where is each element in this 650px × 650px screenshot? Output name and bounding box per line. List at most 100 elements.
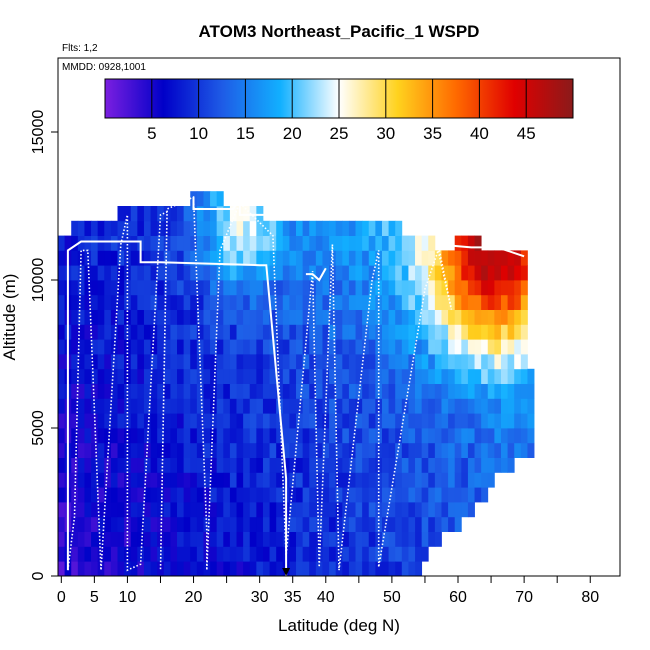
- heatmap-cell: [130, 442, 138, 458]
- heatmap-cell: [183, 502, 191, 518]
- heatmap-cell: [210, 368, 218, 384]
- heatmap-cell: [362, 398, 370, 414]
- heatmap-cell: [381, 250, 389, 266]
- heatmap-cell: [262, 472, 270, 488]
- heatmap-cell: [143, 531, 151, 547]
- heatmap-cell: [97, 413, 105, 429]
- x-tick-label: 20: [185, 589, 203, 606]
- heatmap-cell: [216, 206, 224, 222]
- heatmap-cell: [223, 368, 231, 384]
- heatmap-cell: [223, 235, 231, 251]
- heatmap-cell: [203, 265, 211, 281]
- heatmap-cell: [58, 324, 66, 340]
- heatmap-cell: [91, 531, 99, 547]
- heatmap-cell: [157, 206, 165, 222]
- heatmap-cell: [177, 413, 185, 429]
- heatmap-cell: [170, 502, 178, 518]
- heatmap-cell: [71, 516, 79, 532]
- heatmap-cell: [282, 383, 290, 399]
- heatmap-cell: [441, 413, 449, 429]
- heatmap-cell: [183, 413, 191, 429]
- heatmap-cell: [229, 280, 237, 296]
- heatmap-cell: [494, 339, 502, 355]
- heatmap-cell: [163, 324, 171, 340]
- heatmap-cell: [322, 309, 330, 325]
- heatmap-cell: [130, 531, 138, 547]
- heatmap-cell: [170, 250, 178, 266]
- heatmap-cell: [150, 472, 158, 488]
- heatmap-cell: [269, 561, 277, 576]
- heatmap-cell: [388, 339, 396, 355]
- heatmap-cell: [110, 235, 118, 251]
- heatmap-cell: [342, 265, 350, 281]
- heatmap-cell: [236, 309, 244, 325]
- heatmap-cell: [428, 398, 436, 414]
- heatmap-cell: [130, 502, 138, 518]
- heatmap-cell: [322, 531, 330, 547]
- heatmap-cell: [216, 383, 224, 399]
- heatmap-cell: [117, 531, 125, 547]
- heatmap-cell: [388, 502, 396, 518]
- heatmap-cell: [362, 546, 370, 562]
- heatmap-cell: [375, 280, 383, 296]
- heatmap-cell: [256, 398, 264, 414]
- heatmap-cell: [342, 442, 350, 458]
- heatmap-cell: [223, 472, 231, 488]
- heatmap-cell: [467, 487, 475, 503]
- heatmap-cell: [249, 280, 257, 296]
- heatmap-cell: [415, 487, 423, 503]
- heatmap-cell: [97, 354, 105, 370]
- heatmap-cell: [355, 502, 363, 518]
- heatmap-cell: [183, 354, 191, 370]
- heatmap-cell: [190, 309, 198, 325]
- heatmap-cell: [368, 235, 376, 251]
- heatmap-cell: [520, 309, 528, 325]
- heatmap-cell: [454, 235, 462, 251]
- heatmap-cell: [355, 516, 363, 532]
- heatmap-cell: [500, 398, 508, 414]
- heatmap-cell: [527, 413, 535, 429]
- heatmap-cell: [97, 502, 105, 518]
- heatmap-cell: [315, 487, 323, 503]
- heatmap-cell: [428, 487, 436, 503]
- heatmap-cell: [296, 487, 304, 503]
- heatmap-cell: [104, 354, 112, 370]
- heatmap-cell: [170, 413, 178, 429]
- heatmap-cell: [84, 235, 92, 251]
- heatmap-cell: [520, 368, 528, 384]
- heatmap-cell: [249, 265, 257, 281]
- heatmap-cell: [170, 457, 178, 473]
- heatmap-cell: [276, 457, 284, 473]
- heatmap-cell: [388, 324, 396, 340]
- heatmap-cell: [362, 220, 370, 236]
- heatmap-cell: [342, 354, 350, 370]
- heatmap-cell: [216, 442, 224, 458]
- heatmap-cell: [236, 265, 244, 281]
- heatmap-cell: [401, 324, 409, 340]
- heatmap-cell: [474, 250, 482, 266]
- heatmap-cell: [381, 309, 389, 325]
- heatmap-cell: [448, 487, 456, 503]
- heatmap-cell: [368, 383, 376, 399]
- heatmap-cell: [481, 354, 489, 370]
- heatmap-cell: [249, 383, 257, 399]
- heatmap-cell: [256, 368, 264, 384]
- heatmap-cell: [441, 502, 449, 518]
- heatmap-cell: [177, 235, 185, 251]
- flight-track-solid-3: [305, 267, 327, 282]
- heatmap-cell: [527, 398, 535, 414]
- heatmap-cell: [256, 413, 264, 429]
- y-tick-label: 10000: [30, 258, 47, 303]
- heatmap-cell: [58, 516, 66, 532]
- heatmap-cell: [183, 220, 191, 236]
- heatmap-cell: [104, 265, 112, 281]
- heatmap-cell: [210, 294, 218, 310]
- heatmap-cell: [342, 546, 350, 562]
- heatmap-cell: [448, 502, 456, 518]
- heatmap-cell: [157, 398, 165, 414]
- heatmap-cell: [58, 561, 66, 576]
- heatmap-cell: [77, 502, 85, 518]
- heatmap-cell: [282, 368, 290, 384]
- heatmap-cell: [289, 309, 297, 325]
- heatmap-cell: [91, 442, 99, 458]
